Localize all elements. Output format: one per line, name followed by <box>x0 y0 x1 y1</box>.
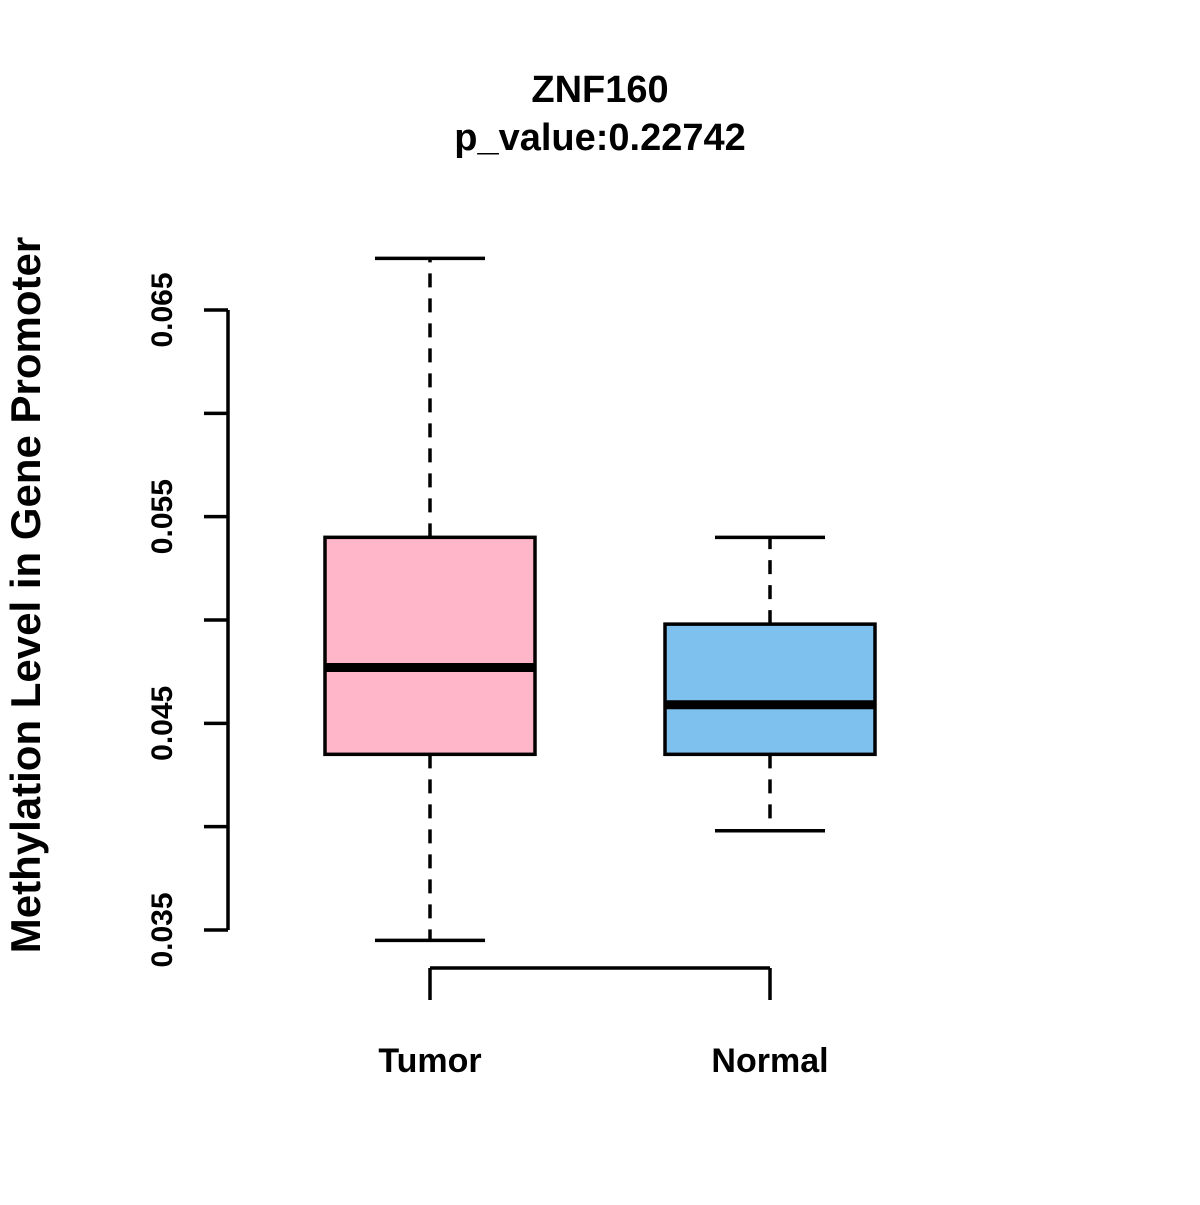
x-tick-label-normal: Normal <box>711 1042 828 1080</box>
chart-title: ZNF160 <box>531 69 668 111</box>
y-tick-label: 0.065 <box>146 272 179 347</box>
x-tick-label-tumor: Tumor <box>378 1042 481 1080</box>
box-normal <box>663 622 877 757</box>
y-tick-label: 0.035 <box>146 892 179 967</box>
y-tick-label: 0.045 <box>146 686 179 761</box>
y-tick-label: 0.055 <box>146 479 179 554</box>
chart-subtitle: p_value:0.22742 <box>454 117 746 159</box>
plot-area: 0.035 0.045 0.055 0.065 <box>146 256 877 1000</box>
y-axis-label: Methylation Level in Gene Promoter <box>2 237 49 953</box>
box-tumor <box>323 535 537 757</box>
